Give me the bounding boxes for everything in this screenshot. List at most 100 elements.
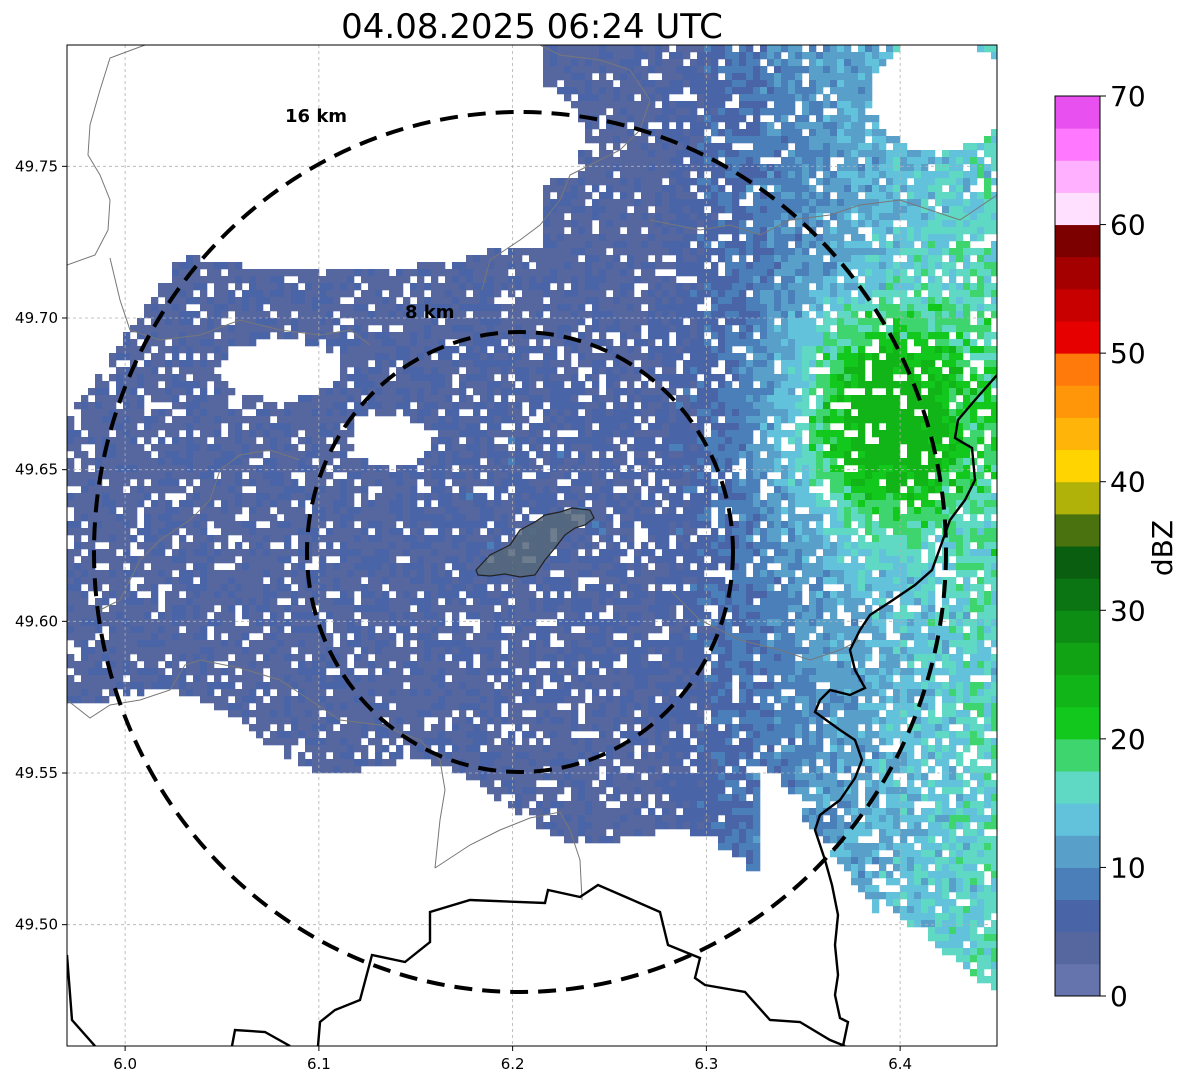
radar-cell: [368, 598, 376, 606]
radar-cell: [214, 304, 222, 312]
radar-cell: [564, 304, 572, 312]
radar-cell: [249, 563, 257, 571]
radar-cell: [571, 640, 579, 648]
radar-cell: [354, 486, 362, 494]
radar-cell: [375, 682, 383, 690]
radar-cell: [144, 423, 152, 431]
radar-cell: [165, 388, 173, 396]
radar-cell: [326, 290, 334, 298]
radar-cell: [256, 325, 264, 333]
radar-cell: [424, 626, 432, 634]
radar-cell: [102, 619, 110, 627]
radar-cell: [158, 654, 166, 662]
radar-cell: [564, 395, 572, 403]
radar-cell: [354, 710, 362, 718]
radar-cell: [67, 619, 75, 627]
radar-cell: [410, 668, 418, 676]
radar-cell: [550, 248, 558, 256]
radar-cell: [522, 633, 530, 641]
radar-cell: [466, 262, 474, 270]
radar-cell: [333, 682, 341, 690]
radar-cell: [382, 605, 390, 613]
radar-cell: [522, 451, 530, 459]
radar-cell: [74, 493, 82, 501]
radar-cell: [312, 703, 320, 711]
radar-cell: [95, 514, 103, 522]
radar-cell: [179, 458, 187, 466]
radar-cell: [613, 612, 621, 620]
radar-cell: [256, 486, 264, 494]
radar-cell: [200, 612, 208, 620]
radar-cell: [480, 514, 488, 522]
radar-cell: [102, 409, 110, 417]
radar-cell: [186, 654, 194, 662]
radar-cell: [207, 661, 215, 669]
radar-cell: [277, 276, 285, 284]
radar-cell: [242, 430, 250, 438]
radar-cell: [578, 101, 586, 109]
radar-cell: [333, 409, 341, 417]
radar-cell: [634, 234, 642, 242]
radar-cell: [102, 472, 110, 480]
radar-cell: [249, 535, 257, 543]
radar-cell: [431, 542, 439, 550]
radar-cell: [382, 353, 390, 361]
radar-cell: [564, 542, 572, 550]
radar-cell: [438, 500, 446, 508]
radar-cell: [599, 836, 607, 844]
radar-cell: [319, 423, 327, 431]
radar-cell: [270, 479, 278, 487]
radar-cell: [347, 311, 355, 319]
radar-cell: [592, 717, 600, 725]
radar-cell: [620, 402, 628, 410]
radar-cell: [529, 360, 537, 368]
radar-cell: [74, 437, 82, 445]
radar-cell: [599, 409, 607, 417]
radar-cell: [557, 66, 565, 74]
radar-cell: [235, 458, 243, 466]
radar-cell: [95, 465, 103, 473]
radar-cell: [599, 500, 607, 508]
radar-cell: [585, 626, 593, 634]
radar-cell: [438, 521, 446, 529]
radar-cell: [256, 556, 264, 564]
radar-cell: [494, 248, 502, 256]
radar-cell: [501, 472, 509, 480]
radar-cell: [410, 465, 418, 473]
radar-cell: [585, 738, 593, 746]
radar-cell: [508, 304, 516, 312]
radar-cell: [417, 598, 425, 606]
radar-cell: [522, 612, 530, 620]
radar-cell: [221, 521, 229, 529]
radar-cell: [522, 766, 530, 774]
radar-cell: [389, 640, 397, 648]
radar-cell: [445, 353, 453, 361]
radar-cell: [347, 535, 355, 543]
radar-cell: [326, 402, 334, 410]
radar-cell: [571, 458, 579, 466]
radar-cell: [431, 710, 439, 718]
radar-cell: [522, 647, 530, 655]
radar-cell: [333, 402, 341, 410]
radar-cell: [627, 703, 635, 711]
radar-cell: [557, 815, 565, 823]
radar-cell: [585, 808, 593, 816]
radar-cell: [319, 766, 327, 774]
radar-cell: [431, 290, 439, 298]
radar-cell: [382, 465, 390, 473]
radar-cell: [81, 556, 89, 564]
radar-cell: [221, 262, 229, 270]
radar-cell: [200, 668, 208, 676]
radar-cell: [508, 402, 516, 410]
radar-cell: [242, 717, 250, 725]
radar-cell: [620, 570, 628, 578]
radar-cell: [522, 346, 530, 354]
radar-cell: [312, 696, 320, 704]
radar-cell: [522, 276, 530, 284]
radar-cell: [564, 654, 572, 662]
radar-cell: [81, 479, 89, 487]
radar-cell: [536, 248, 544, 256]
radar-cell: [494, 661, 502, 669]
radar-cell: [312, 633, 320, 641]
radar-cell: [67, 549, 75, 557]
